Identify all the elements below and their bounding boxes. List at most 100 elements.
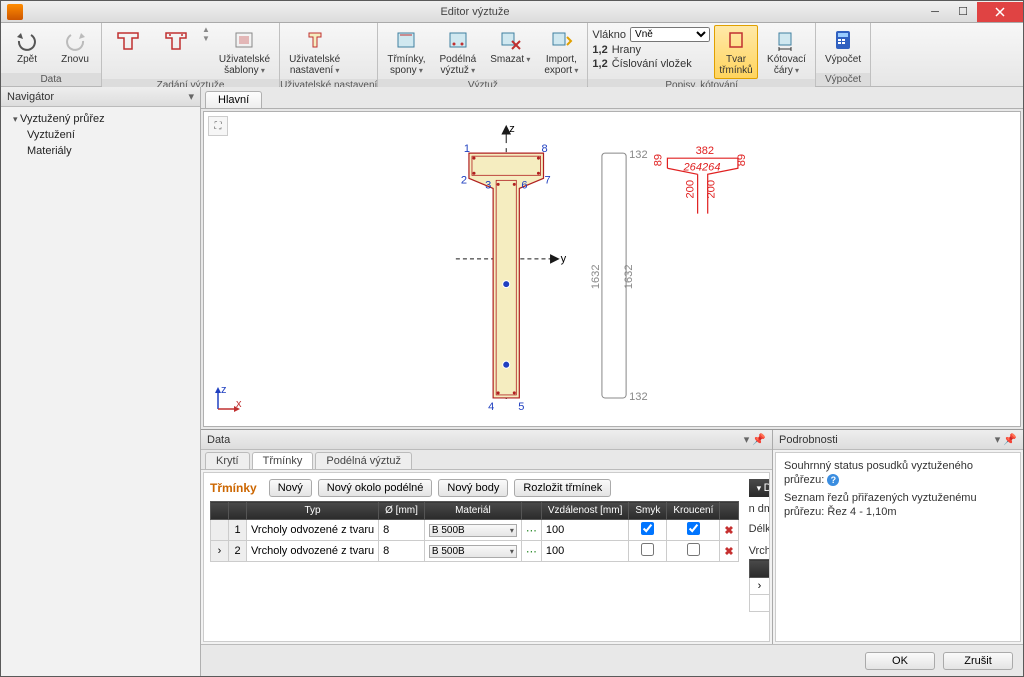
svg-text:1: 1 bbox=[464, 143, 470, 155]
vertices-title: Vrcholy bbox=[749, 545, 770, 557]
svg-text:1632: 1632 bbox=[623, 264, 635, 289]
section-title: Třmínky bbox=[210, 481, 257, 495]
new-around-button[interactable]: Nový okolo podélné bbox=[318, 479, 433, 497]
import-export-button[interactable]: Import, export bbox=[539, 25, 583, 79]
tsection2-icon bbox=[162, 28, 190, 52]
torsion-checkbox bbox=[687, 522, 700, 535]
table-row[interactable]: -66582 bbox=[749, 595, 770, 612]
svg-text:7: 7 bbox=[545, 174, 551, 186]
data-subtabs: Krytí Třmínky Podélná výztuž bbox=[201, 450, 772, 470]
stirrup-icon bbox=[392, 28, 420, 52]
dim-lines-button[interactable]: Kótovací čáry bbox=[762, 25, 811, 79]
axis-indicator: z x bbox=[210, 381, 246, 420]
details-panel: Podrobnosti ▾ 📌 Souhrnný status posudků … bbox=[773, 430, 1023, 644]
dimlines-icon bbox=[773, 28, 801, 52]
ribbon-group-label: Data bbox=[1, 73, 101, 86]
stirrup-shape-icon bbox=[722, 28, 750, 52]
tab-kryti[interactable]: Krytí bbox=[205, 452, 250, 469]
torsion-checkbox bbox=[687, 543, 700, 556]
longitudinal-icon bbox=[444, 28, 472, 52]
delete-row-icon: ✖ bbox=[724, 546, 733, 558]
fiber-select[interactable]: Vně bbox=[630, 27, 710, 42]
svg-text:200: 200 bbox=[706, 180, 718, 198]
tree-item-vyztuzeni[interactable]: Vyztužení bbox=[7, 127, 194, 143]
maximize-button[interactable]: ☐ bbox=[949, 2, 977, 22]
delete-row-icon: ✖ bbox=[724, 525, 733, 537]
table-row[interactable]: › 2 Vrcholy odvozené z tvaru 8 B 500B ⋯ … bbox=[211, 541, 739, 562]
chevron-down-icon[interactable]: ▾ 📌 bbox=[995, 433, 1017, 446]
svg-text:z: z bbox=[221, 384, 227, 396]
svg-text:2: 2 bbox=[461, 174, 467, 186]
svg-text:5: 5 bbox=[518, 401, 524, 413]
svg-text:132: 132 bbox=[629, 391, 647, 403]
svg-text:6: 6 bbox=[521, 179, 527, 191]
user-templates-button[interactable]: Uživatelské šablony bbox=[214, 25, 275, 79]
delete-icon bbox=[496, 28, 524, 52]
svg-text:132: 132 bbox=[629, 149, 647, 161]
new-points-button[interactable]: Nový body bbox=[438, 479, 508, 497]
cancel-button[interactable]: Zrušit bbox=[943, 652, 1013, 670]
chevron-down-icon[interactable]: ▾ bbox=[188, 90, 194, 103]
svg-text:89: 89 bbox=[736, 154, 748, 166]
vertices-table: Y [mm]Z [mm] ›-66382 -66582 bbox=[749, 559, 770, 612]
chevron-down-icon[interactable]: ▾ 📌 bbox=[744, 433, 766, 446]
tree-root[interactable]: Vyztužený průřez bbox=[7, 111, 194, 127]
redo-button[interactable]: Znovu bbox=[53, 25, 97, 68]
longitudinal-button[interactable]: Podélná výztuž bbox=[435, 25, 482, 79]
stirrups-table: TypØ [mm] Materiál Vzdálenost [mm]Smyk K… bbox=[210, 501, 739, 562]
user-settings-button[interactable]: Uživatelské nastavení bbox=[284, 25, 345, 79]
tab-hlavni[interactable]: Hlavní bbox=[205, 91, 262, 108]
navigator-tree: Vyztužený průřez Vyztužení Materiály bbox=[1, 107, 200, 163]
shear-checkbox bbox=[641, 522, 654, 535]
undo-icon bbox=[13, 28, 41, 52]
main-column: Hlavní ⛶ z y bbox=[201, 87, 1023, 676]
lower-panels: Data ▾ 📌 Krytí Třmínky Podélná výztuž Tř… bbox=[201, 429, 1023, 644]
ribbon-group-user-settings: Uživatelské nastavení Uživatelské nastav… bbox=[280, 23, 378, 86]
ok-button[interactable]: OK bbox=[865, 652, 935, 670]
navigator-panel: Navigátor ▾ Vyztužený průřez Vyztužení M… bbox=[1, 87, 201, 676]
info-icon[interactable]: ? bbox=[827, 474, 839, 486]
material-combo: B 500B bbox=[429, 524, 517, 537]
canvas[interactable]: ⛶ z y bbox=[203, 111, 1021, 427]
navigator-header: Navigátor ▾ bbox=[1, 87, 200, 107]
svg-text:1632: 1632 bbox=[590, 264, 602, 289]
template-1-button[interactable] bbox=[106, 25, 150, 55]
material-combo: B 500B bbox=[429, 545, 517, 558]
close-button[interactable] bbox=[977, 2, 1023, 22]
ribbon-group-data: Zpět Znovu Data bbox=[1, 23, 102, 86]
ribbon-popisy-options: Vlákno Vně 1,2Hrany 1,2Číslování vložek bbox=[592, 25, 710, 70]
new-button[interactable]: Nový bbox=[269, 479, 312, 497]
undo-button[interactable]: Zpět bbox=[5, 25, 49, 68]
app-window: Editor výztuže ─ ☐ Zpět Znovu Data bbox=[0, 0, 1024, 677]
dialog-footer: OK Zrušit bbox=[201, 644, 1023, 676]
stirrups-button[interactable]: Třmínky, spony bbox=[382, 25, 430, 79]
tsection-icon bbox=[114, 28, 142, 52]
svg-text:264264: 264264 bbox=[683, 161, 721, 173]
stirrups-toolbar: Třmínky Nový Nový okolo podélné Nový bod… bbox=[210, 479, 739, 497]
stirrup-shape-button[interactable]: Tvar třmínků bbox=[714, 25, 758, 79]
shear-checkbox bbox=[641, 543, 654, 556]
tree-item-materialy[interactable]: Materiály bbox=[7, 143, 194, 159]
svg-text:y: y bbox=[561, 253, 567, 265]
templates-icon bbox=[230, 28, 258, 52]
svg-text:z: z bbox=[509, 123, 515, 135]
detail-header[interactable]: Detail třmínku bbox=[749, 479, 770, 497]
app-icon bbox=[7, 4, 23, 20]
calculate-button[interactable]: Výpočet bbox=[820, 25, 866, 68]
table-row[interactable]: ›-66382 bbox=[749, 578, 770, 595]
template-2-button[interactable] bbox=[154, 25, 198, 55]
explode-button[interactable]: Rozložit třmínek bbox=[514, 479, 611, 497]
svg-text:382: 382 bbox=[696, 145, 714, 157]
delete-button[interactable]: Smazat bbox=[485, 25, 535, 68]
minimize-button[interactable]: ─ bbox=[921, 2, 949, 22]
import-icon bbox=[547, 28, 575, 52]
calculator-icon bbox=[829, 28, 857, 52]
main-tabstrip: Hlavní bbox=[201, 87, 1023, 109]
ribbon-group-label: Výpočet bbox=[816, 73, 870, 86]
ribbon: Zpět Znovu Data ▲▼ Uživatelské šablony Z… bbox=[1, 23, 1023, 87]
table-row[interactable]: 1 Vrcholy odvozené z tvaru 8 B 500B ⋯ 10… bbox=[211, 520, 739, 541]
ribbon-group-popisy: Vlákno Vně 1,2Hrany 1,2Číslování vložek … bbox=[588, 23, 816, 86]
canvas-fit-button[interactable]: ⛶ bbox=[208, 116, 228, 136]
tab-podelna[interactable]: Podélná výztuž bbox=[315, 452, 412, 469]
tab-trminky[interactable]: Třmínky bbox=[252, 452, 314, 469]
